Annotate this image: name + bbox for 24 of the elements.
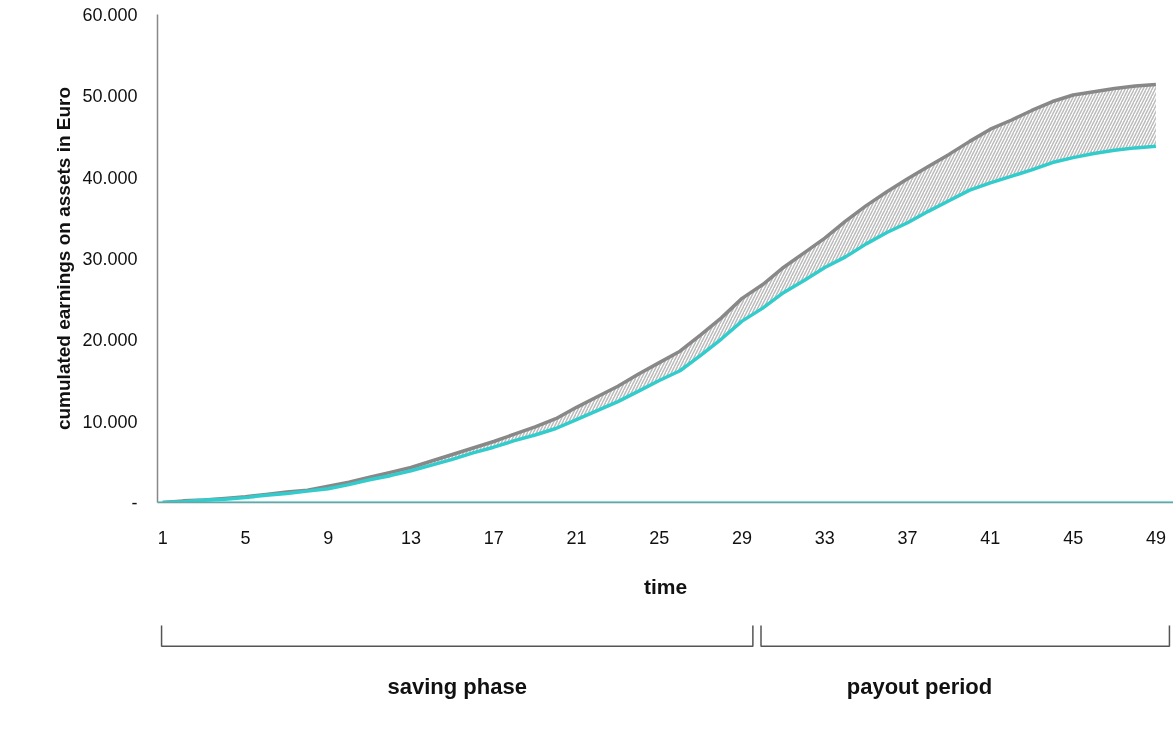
x-axis-title: time (643, 574, 688, 598)
x-tick-label: 45 (1063, 527, 1084, 548)
x-tick-label: 13 (400, 527, 421, 548)
text: payout period (846, 674, 993, 700)
x-tick-label: 1 (157, 527, 168, 548)
text: saving phase (387, 674, 527, 700)
x-tick-label: 17 (483, 527, 504, 548)
x-tick-label: 49 (1145, 527, 1166, 548)
y-tick-label: 40.000 (82, 167, 138, 188)
x-tick-label: 33 (814, 527, 835, 548)
y-axis-title: cumulated earnings on assets in Euro (53, 86, 75, 431)
y-tick-label: 60.000 (82, 5, 138, 25)
x-tick-label: 41 (980, 527, 1001, 548)
x-tick-label: 21 (566, 527, 587, 548)
x-tick-label: 5 (240, 527, 251, 548)
x-tick-label: 37 (897, 527, 918, 548)
y-tick-label: - (131, 493, 138, 513)
x-tick-label: 9 (323, 527, 334, 548)
y-tick-label: 50.000 (82, 86, 138, 107)
x-tick-label: 25 (649, 527, 670, 548)
y-tick-label: 30.000 (82, 249, 138, 269)
y-tick-label: 20.000 (82, 330, 138, 351)
x-tick-label: 29 (732, 527, 753, 548)
y-tick-label: 10.000 (82, 411, 138, 432)
